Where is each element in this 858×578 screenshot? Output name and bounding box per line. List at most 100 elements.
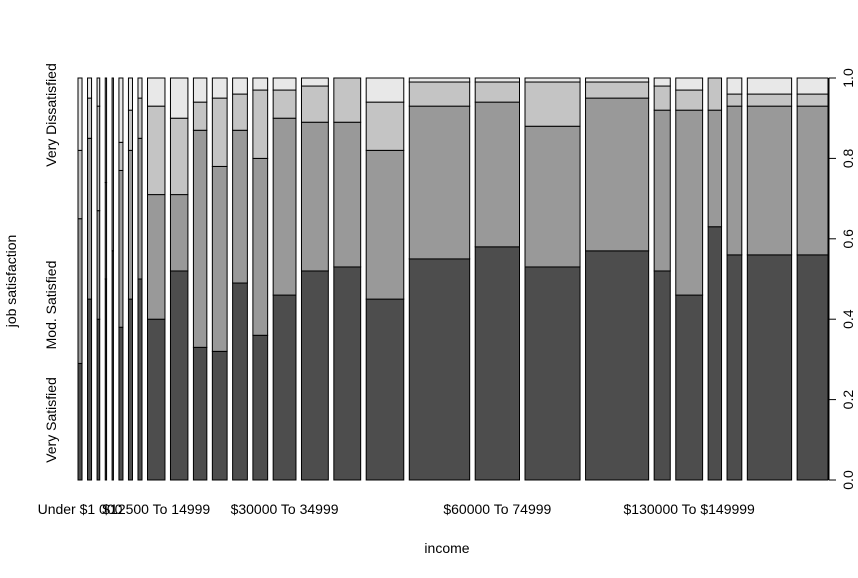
- bar-15-segment-4: [272, 77, 297, 91]
- bar-2-segment-1: [87, 298, 93, 481]
- bar-19-segment-3: [408, 81, 471, 107]
- bar-24-segment-3: [675, 89, 704, 111]
- bar-3-segment-3: [96, 105, 101, 212]
- bar-20-segment-1: [474, 246, 521, 481]
- bar-21-segment-1: [524, 266, 581, 481]
- bar-10-segment-1: [169, 270, 189, 481]
- bar-20-segment-2: [474, 101, 521, 248]
- bar-10-segment-2: [169, 194, 189, 272]
- bar-23-segment-1: [653, 270, 671, 481]
- bar-27-segment-3: [746, 93, 793, 107]
- bar-12-segment-2: [211, 165, 228, 352]
- bar-26-segment-1: [726, 254, 743, 481]
- bar-18-segment-1: [365, 298, 405, 481]
- x-tick-labels: Under $1 000$12500 To 14999 $30000 To 349…: [38, 501, 755, 517]
- bar-18-segment-3: [365, 101, 405, 151]
- bar-21-segment-2: [524, 125, 581, 268]
- x-tick-label: $30000 To 34999: [231, 501, 339, 517]
- bar-6-segment-4: [118, 77, 124, 143]
- category-label: Mod. Satisfied: [43, 261, 59, 350]
- bar-14-segment-4: [252, 77, 269, 91]
- x-tick-label: $12500 To 14999: [102, 501, 210, 517]
- bar-11-segment-1: [192, 346, 208, 481]
- bar-8-segment-1: [137, 278, 143, 481]
- bar-15-segment-2: [272, 117, 297, 296]
- bar-11-segment-3: [192, 101, 208, 131]
- bar-11-segment-2: [192, 129, 208, 348]
- y-tick-label: 0.2: [840, 390, 856, 410]
- bar-2-segment-3: [87, 97, 93, 139]
- y-tick-label: 0.6: [840, 229, 856, 249]
- bar-16-segment-1: [300, 270, 329, 481]
- bar-8-segment-3: [137, 97, 143, 139]
- bar-13-segment-4: [232, 77, 248, 95]
- bar-18-segment-2: [365, 149, 405, 300]
- bar-17-segment-2: [333, 121, 362, 268]
- bar-4-segment-1: [104, 278, 108, 481]
- bar-12-segment-4: [211, 77, 228, 99]
- bar-13-segment-3: [232, 93, 248, 131]
- bar-22-segment-3: [585, 81, 650, 99]
- bar-17-segment-1: [333, 266, 362, 481]
- bar-1-segment-1: [77, 362, 83, 481]
- y-tick-label: 0.8: [840, 148, 856, 168]
- bar-16-segment-4: [300, 77, 329, 87]
- bar-6-segment-3: [118, 141, 124, 171]
- bar-15-segment-3: [272, 89, 297, 119]
- bar-20-segment-4: [474, 77, 521, 83]
- bar-26-segment-3: [726, 93, 743, 107]
- bar-12-segment-1: [211, 350, 228, 481]
- bar-24-segment-4: [675, 77, 704, 91]
- bar-4-segment-3: [104, 77, 108, 184]
- bar-7-segment-3: [127, 109, 133, 151]
- bar-25-segment-2: [707, 109, 723, 228]
- bar-4-segment-2: [104, 182, 108, 280]
- bar-22-segment-2: [585, 97, 650, 252]
- bar-19-segment-2: [408, 105, 471, 260]
- bar-26-segment-2: [726, 105, 743, 256]
- bar-28-segment-3: [796, 93, 829, 107]
- bar-7-segment-2: [127, 149, 133, 300]
- bar-14-segment-1: [252, 334, 269, 481]
- bar-22-segment-1: [585, 250, 650, 481]
- bar-22-segment-4: [585, 77, 650, 83]
- bar-24-segment-1: [675, 294, 704, 481]
- bar-5-segment-1: [111, 250, 114, 481]
- bar-23-segment-4: [653, 77, 671, 87]
- y-axis-title: job satisfaction: [3, 235, 19, 329]
- bar-10-segment-3: [169, 117, 189, 196]
- left-category-labels: Very Satisfied Mod. Satisfied Very Dissati…: [43, 63, 59, 463]
- bar-14-segment-2: [252, 157, 269, 336]
- x-tick-label: $130000 To $149999: [624, 501, 756, 517]
- bar-27-segment-2: [746, 105, 793, 256]
- y-axis: 0.0 0.2 0.4 0.6 0.8 1.0: [828, 68, 856, 490]
- bar-13-segment-2: [232, 129, 248, 284]
- bar-19-segment-4: [408, 77, 471, 83]
- bar-11-segment-4: [192, 77, 208, 103]
- bar-9-segment-2: [147, 194, 166, 320]
- bar-15-segment-1: [272, 294, 297, 481]
- y-tick-label: 1.0: [840, 68, 856, 88]
- bar-28-segment-1: [796, 254, 829, 481]
- bar-23-segment-3: [653, 85, 671, 111]
- bar-3-segment-1: [96, 318, 101, 481]
- bar-28-segment-2: [796, 105, 829, 256]
- bar-27-segment-4: [746, 77, 793, 95]
- bar-19-segment-1: [408, 258, 471, 481]
- bar-25-segment-1: [707, 226, 723, 481]
- bar-1-segment-2: [77, 218, 83, 364]
- bar-1-segment-4: [77, 77, 83, 151]
- bar-6-segment-2: [118, 169, 124, 328]
- bar-6-segment-1: [118, 326, 124, 481]
- x-tick-label: $60000 To 74999: [443, 501, 551, 517]
- bar-21-segment-4: [524, 77, 581, 83]
- x-tick-label: Under $1 000: [38, 501, 123, 517]
- bar-3-segment-4: [96, 77, 101, 107]
- bar-23-segment-2: [653, 109, 671, 272]
- bar-10-segment-4: [169, 77, 189, 119]
- bar-8-segment-4: [137, 77, 143, 99]
- bar-21-segment-3: [524, 81, 581, 127]
- bar-9-segment-1: [147, 318, 166, 481]
- bars-group: [77, 77, 829, 481]
- bar-16-segment-2: [300, 121, 329, 272]
